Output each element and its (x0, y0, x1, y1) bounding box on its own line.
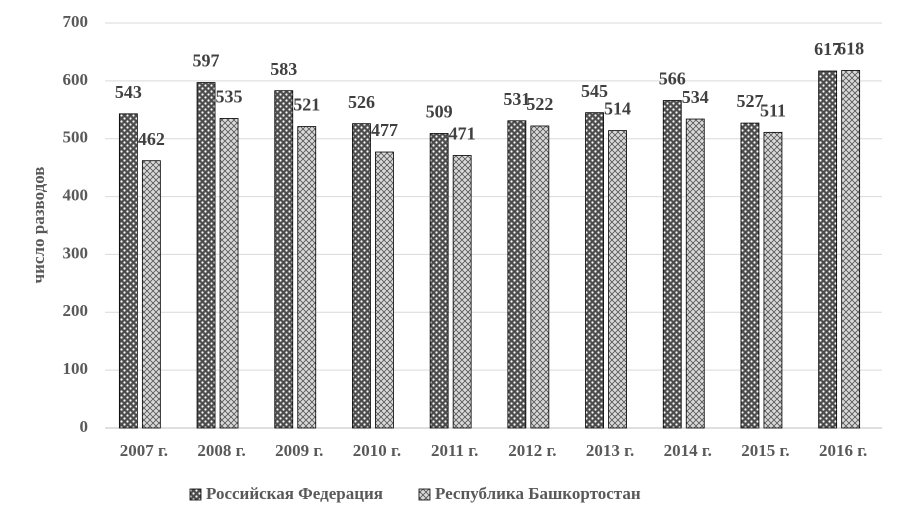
x-tick-label: 2014 г. (664, 441, 712, 460)
bar (740, 122, 760, 429)
legend-swatch (189, 488, 202, 501)
legend-label: Республика Башкортостан (435, 484, 641, 503)
bar (763, 131, 783, 429)
data-label: 471 (449, 124, 476, 144)
data-label: 462 (138, 129, 165, 149)
data-label: 509 (426, 102, 453, 122)
data-label: 511 (760, 100, 786, 120)
x-tick-label: 2013 г. (586, 441, 634, 460)
y-tick-label: 200 (63, 301, 89, 320)
y-tick-label: 300 (63, 243, 89, 262)
legend-swatch (418, 488, 431, 501)
bar (685, 118, 705, 429)
legend-label: Российская Федерация (206, 484, 383, 503)
x-tick-label: 2009 г. (275, 441, 323, 460)
bar (219, 118, 239, 429)
bar (352, 123, 371, 429)
data-label: 543 (115, 82, 142, 102)
data-label: 477 (371, 120, 398, 140)
data-label: 566 (659, 69, 686, 89)
data-label: 527 (736, 91, 763, 111)
bar (662, 100, 682, 429)
bar (274, 90, 294, 429)
bar (141, 160, 161, 429)
bar (196, 82, 216, 429)
data-label: 545 (581, 81, 608, 101)
y-tick-label: 600 (63, 70, 89, 89)
bar (297, 126, 317, 429)
x-tick-label: 2015 г. (741, 441, 789, 460)
y-tick-label: 700 (63, 12, 89, 31)
data-label: 522 (526, 94, 553, 114)
data-label: 534 (682, 87, 709, 107)
bar (118, 113, 138, 429)
bar (841, 70, 861, 429)
bar (585, 112, 604, 429)
x-tick-label: 2012 г. (508, 441, 556, 460)
y-tick-label: 400 (63, 185, 89, 204)
y-tick-label: 500 (63, 128, 89, 147)
data-label: 597 (193, 51, 220, 71)
data-label: 531 (503, 89, 530, 109)
bar (375, 151, 394, 429)
data-label: 521 (293, 95, 320, 115)
x-tick-label: 2016 г. (819, 441, 867, 460)
bar (429, 133, 449, 429)
bar (507, 120, 527, 429)
x-tick-label: 2008 г. (197, 441, 245, 460)
x-tick-label: 2010 г. (353, 441, 401, 460)
data-label: 526 (348, 92, 375, 112)
bar (452, 155, 472, 429)
bar (608, 130, 627, 429)
y-axis-label: число разводов (29, 167, 48, 284)
y-tick-label: 0 (80, 417, 89, 436)
y-tick-label: 100 (63, 359, 89, 378)
data-label: 535 (216, 87, 243, 107)
x-tick-label: 2007 г. (120, 441, 168, 460)
x-tick-label: 2011 г. (431, 441, 478, 460)
bar (818, 70, 838, 429)
data-label: 514 (604, 99, 631, 119)
data-label: 618 (837, 39, 864, 59)
bar (530, 125, 550, 429)
data-label: 583 (270, 59, 297, 79)
data-label: 617 (814, 39, 841, 59)
